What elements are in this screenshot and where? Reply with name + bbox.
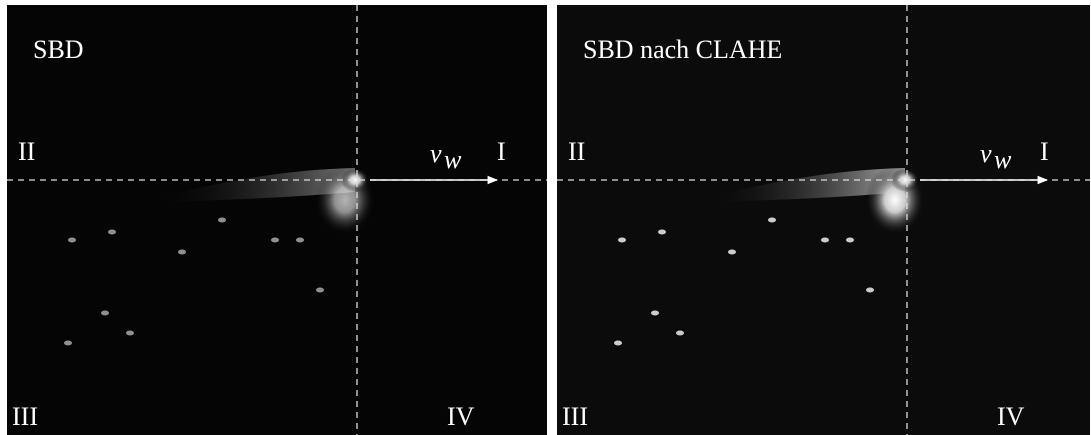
- panel-title: SBD: [33, 35, 84, 64]
- spatter: [271, 238, 279, 243]
- velocity-subscript: w: [444, 145, 462, 174]
- quadrant-label: II: [568, 137, 585, 166]
- spatter: [658, 230, 666, 235]
- spatter: [218, 218, 226, 223]
- quadrant-label: I: [1040, 137, 1049, 166]
- figure: SBDIIIIIIIVvw SBD nach CLAHEIIIIIIIVvw: [0, 0, 1091, 435]
- velocity-symbol: v: [430, 139, 442, 168]
- quadrant-label: III: [562, 402, 588, 431]
- image: [7, 5, 547, 435]
- spatter: [178, 250, 186, 255]
- spatter: [108, 230, 116, 235]
- velocity-subscript: w: [994, 145, 1012, 174]
- spatter: [846, 238, 854, 243]
- spatter: [728, 250, 736, 255]
- spatter: [101, 311, 109, 316]
- spatter: [821, 238, 829, 243]
- image: [557, 5, 1090, 435]
- spatter: [676, 331, 684, 336]
- quadrant-label: I: [497, 137, 506, 166]
- spatter: [68, 238, 76, 243]
- panel-title: SBD nach CLAHE: [583, 35, 782, 64]
- spatter: [64, 341, 72, 346]
- quadrant-label: III: [12, 402, 38, 431]
- velocity-symbol: v: [980, 139, 992, 168]
- spatter: [866, 288, 874, 293]
- spatter: [126, 331, 134, 336]
- spatter: [651, 311, 659, 316]
- spatter: [768, 218, 776, 223]
- quadrant-label: IV: [447, 402, 475, 431]
- spatter: [618, 238, 626, 243]
- quadrant-label: IV: [997, 402, 1025, 431]
- quadrant-label: II: [18, 137, 35, 166]
- spatter: [296, 238, 304, 243]
- spatter: [316, 288, 324, 293]
- spatter: [614, 341, 622, 346]
